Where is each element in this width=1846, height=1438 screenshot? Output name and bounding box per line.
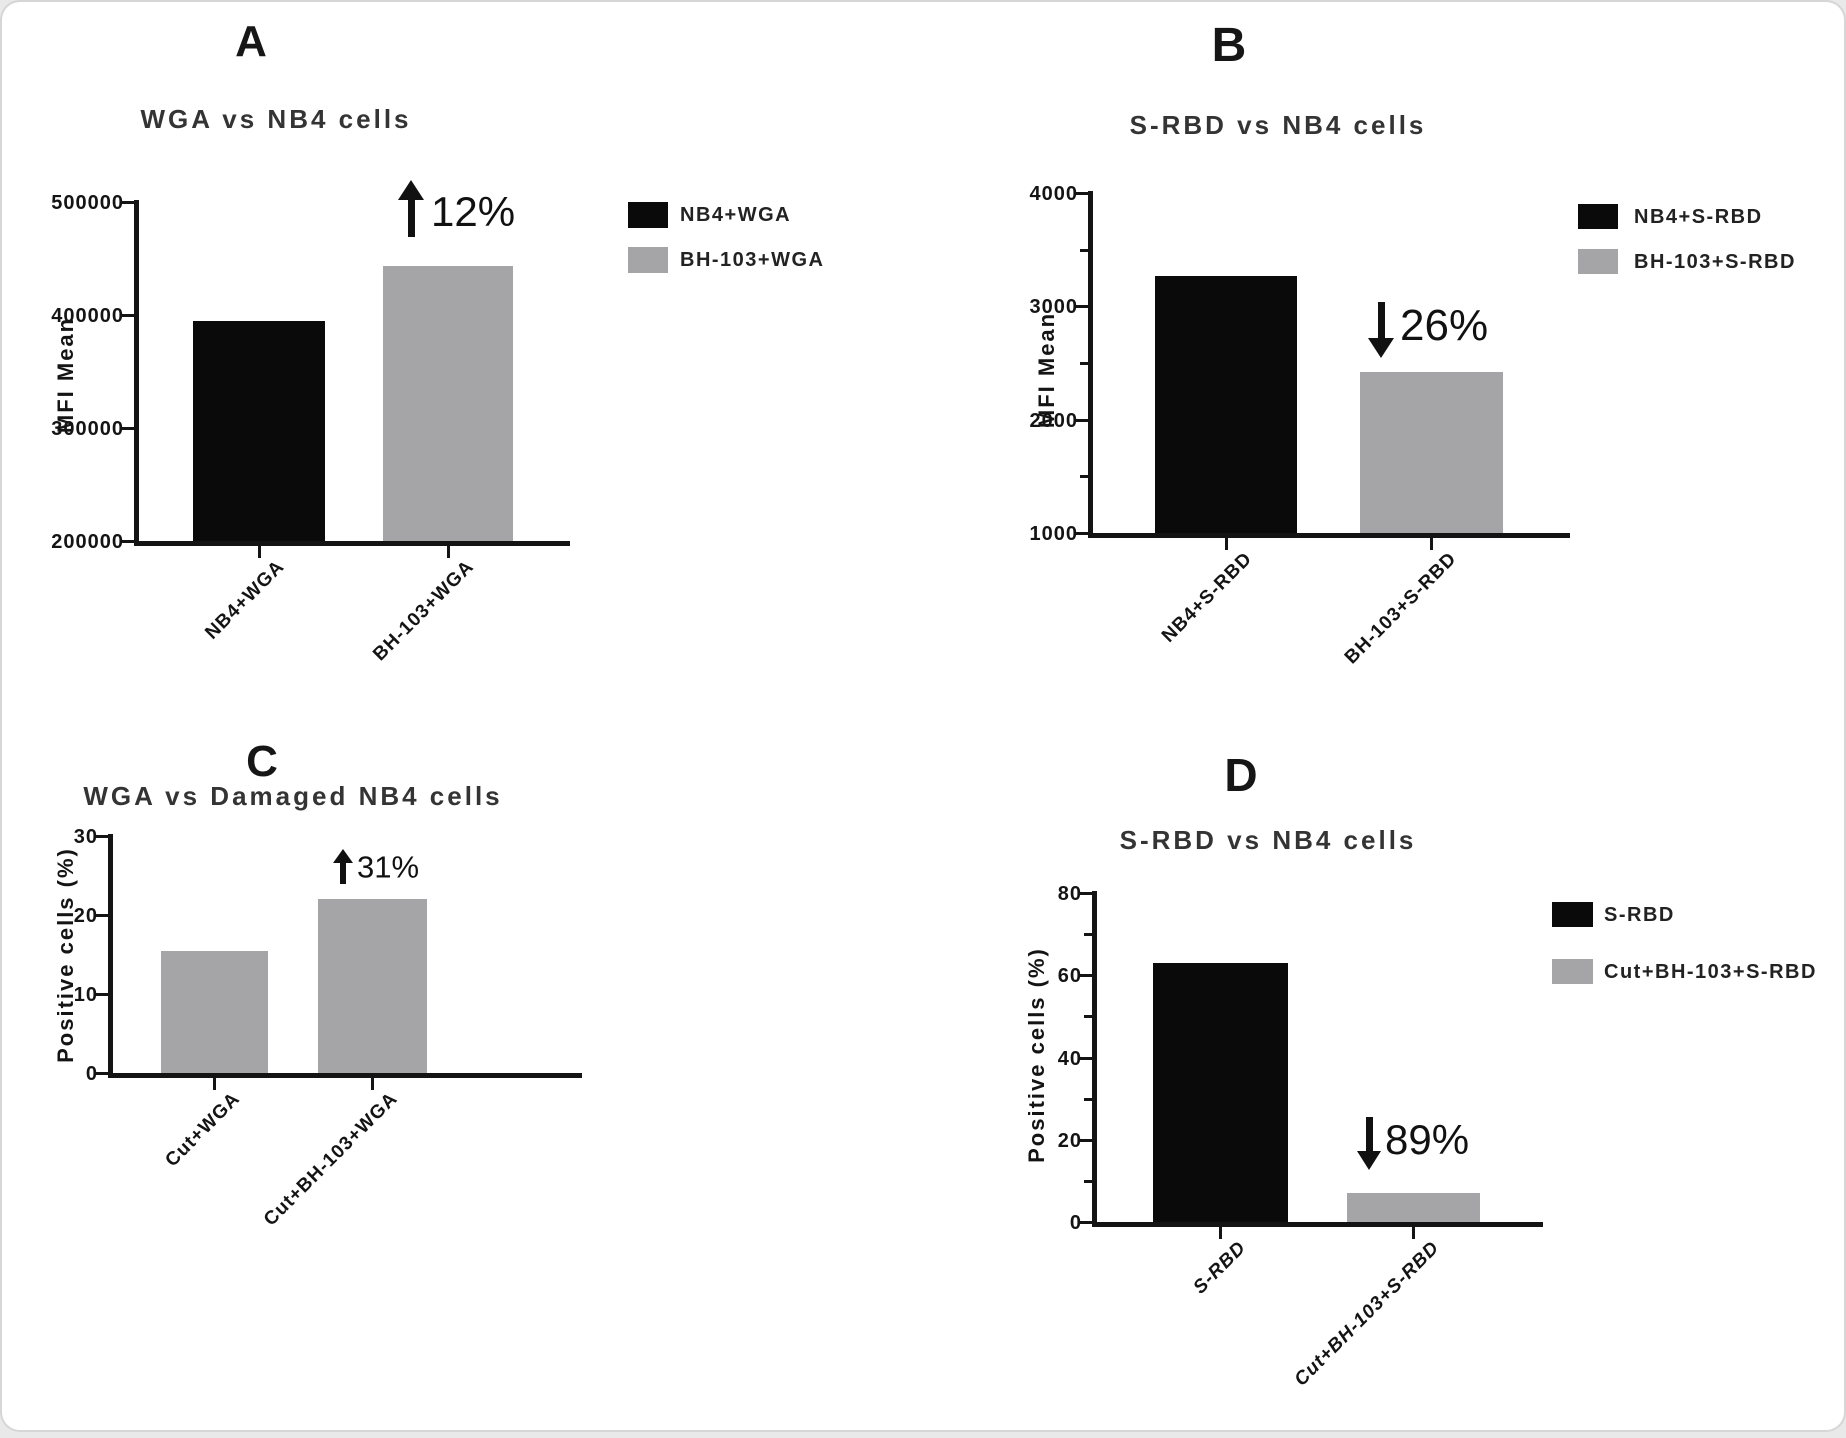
- figure: A WGA vs NB4 cells MFI Mean 200000 300000…: [0, 0, 1846, 1432]
- figure-card: [0, 0, 1846, 1432]
